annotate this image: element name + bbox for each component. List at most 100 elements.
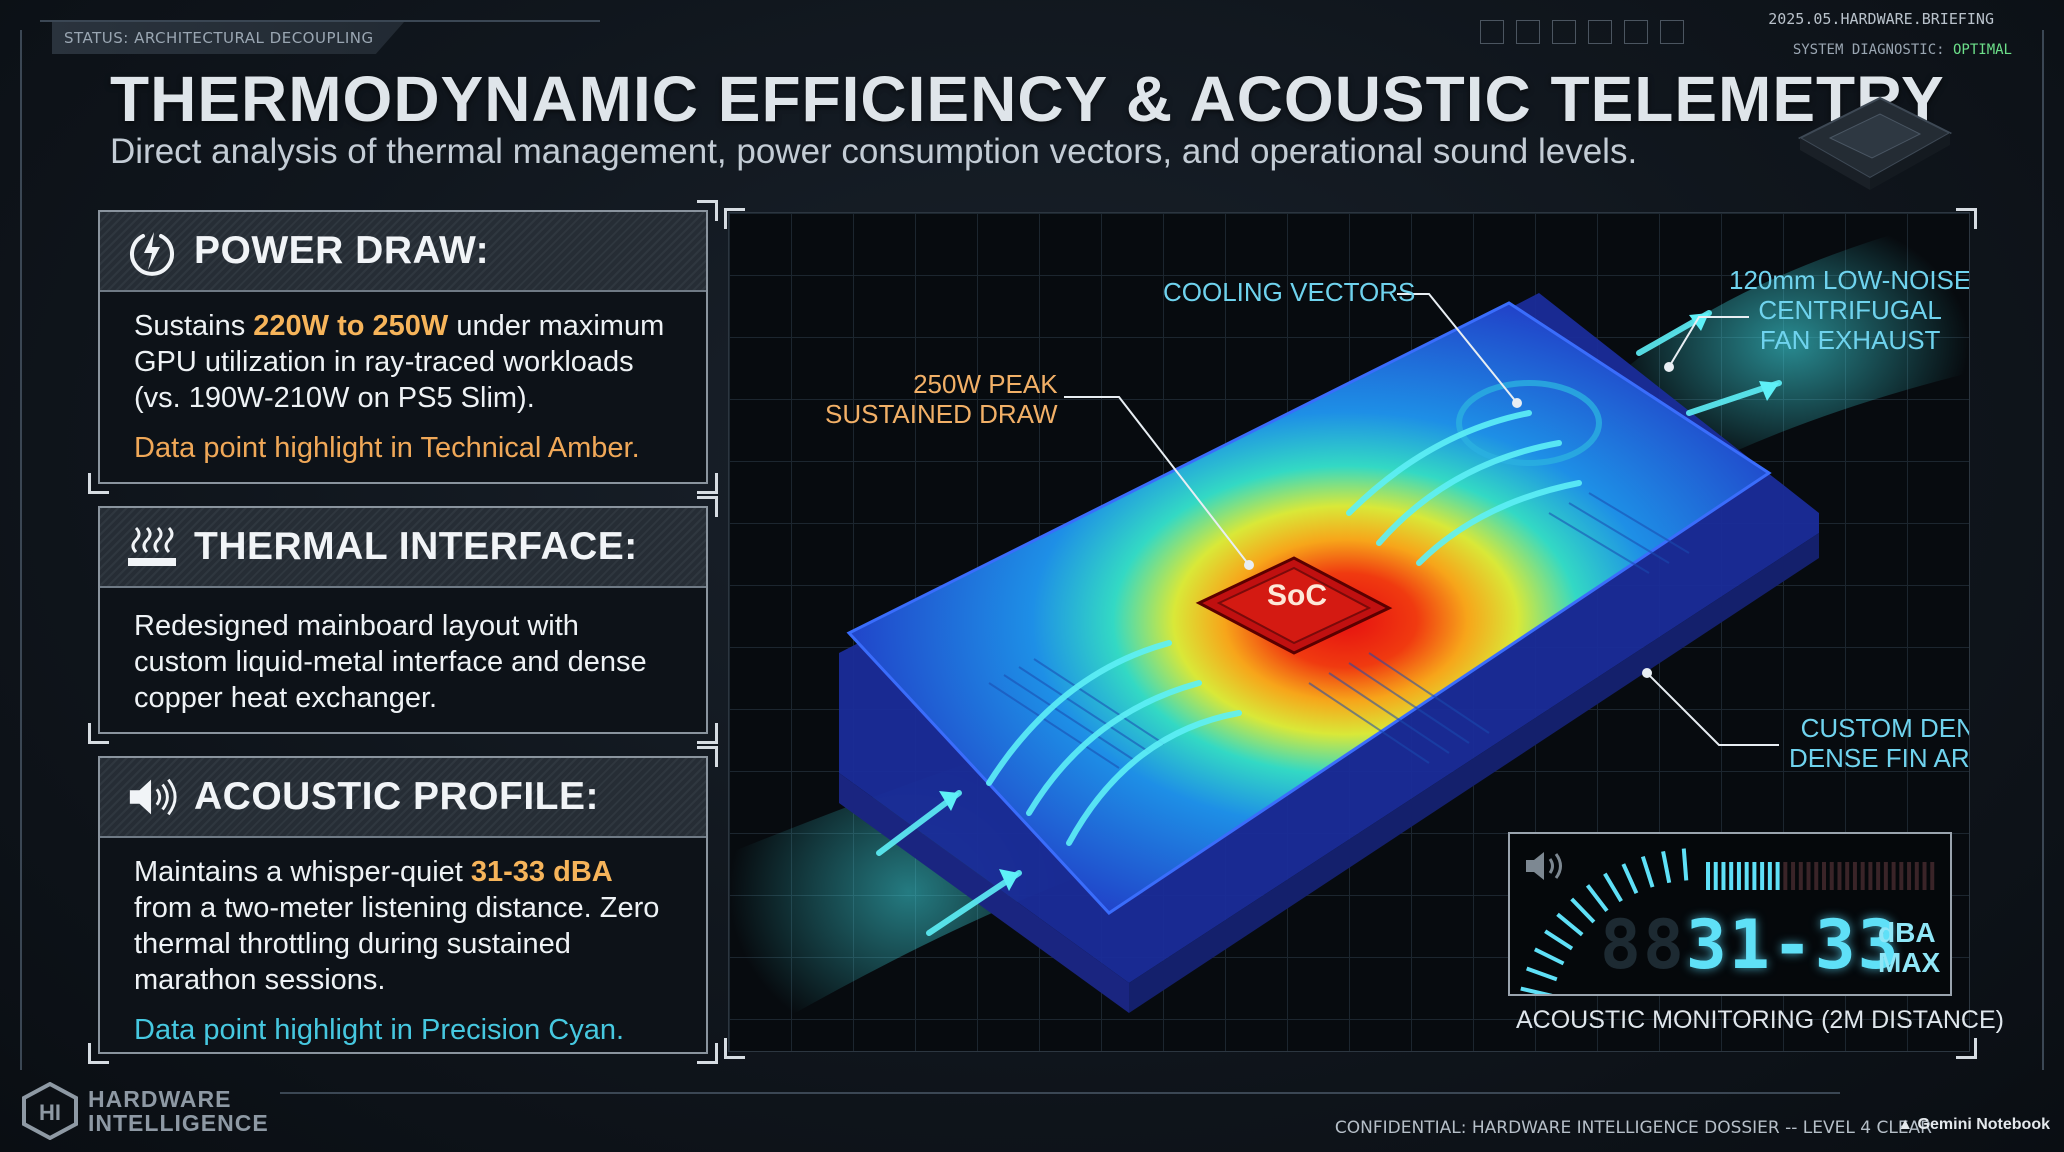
- speaker-icon: [126, 771, 178, 823]
- system-diagnostic: SYSTEM DIAGNOSTIC: OPTIMAL: [1793, 42, 2012, 58]
- meter-segment: [1570, 897, 1596, 924]
- meter-digits: 8831-33: [1600, 906, 1901, 985]
- meter-segment: [1533, 947, 1565, 966]
- frame-top-line: [40, 20, 600, 22]
- chip-graphic-icon: [1797, 96, 1953, 190]
- diagnostic-status: OPTIMAL: [1952, 42, 2012, 58]
- diagram-corner-bl: [724, 1038, 745, 1059]
- meter-segment: [1603, 872, 1623, 903]
- corner-tr: [697, 496, 718, 517]
- acoustic-text-after: from a two-meter listening distance. Zer…: [134, 892, 660, 996]
- meter-unit-max: MAX: [1878, 947, 1941, 978]
- corner-bl: [88, 473, 109, 494]
- diagram-corner-tl: [724, 208, 745, 229]
- logo-hex-icon: HI: [22, 1082, 78, 1140]
- globe-icon[interactable]: [1552, 20, 1576, 44]
- settings-icon[interactable]: [1624, 20, 1648, 44]
- fan-exhaust-line2: CENTRIFUGAL: [1758, 295, 1942, 325]
- document-id: 2025.05.HARDWARE.BRIEFING: [1768, 10, 1994, 28]
- logo-line1: HARDWARE: [88, 1086, 232, 1112]
- meter-segment: [1544, 929, 1574, 951]
- corner-br: [697, 473, 718, 494]
- logo-line2: INTELLIGENCE: [88, 1110, 269, 1136]
- meter-arc-gauge: [1520, 848, 1935, 994]
- fin-array-line1: CUSTOM DENSE: [1800, 713, 1969, 743]
- corner-bl: [88, 1043, 109, 1064]
- power-text-after: under maximum GPU utilization in ray-tra…: [134, 310, 665, 414]
- diagram-corner-tr: [1956, 208, 1977, 229]
- meter-segment: [1585, 884, 1609, 913]
- acoustic-profile-text: Maintains a whisper-quiet 31-33 dBA from…: [134, 854, 672, 998]
- power-bolt-icon: [126, 225, 178, 277]
- chart-icon[interactable]: [1516, 20, 1540, 44]
- fan-exhaust-line3: FAN EXHAUST: [1759, 325, 1941, 355]
- page-title: THERMODYNAMIC EFFICIENCY & ACOUSTIC TELE…: [110, 63, 1945, 135]
- fin-array-callout: CUSTOM DENSE DENSE FIN ARRAY: [1789, 713, 1970, 773]
- power-text-before: Sustains: [134, 310, 254, 342]
- fan-exhaust-line1: 120mm LOW-NOISE: [1729, 265, 1970, 295]
- diagram-corner-br: [1956, 1038, 1977, 1059]
- frame-right-rail: [2042, 30, 2044, 1070]
- toolbar-icons: [1480, 20, 1684, 44]
- meter-segment: [1520, 986, 1553, 994]
- acoustic-profile-note: Data point highlight in Precision Cyan.: [134, 1014, 625, 1046]
- corner-bl: [88, 723, 109, 744]
- logo-text: HARDWARE INTELLIGENCE: [88, 1087, 269, 1135]
- corner-br: [697, 1043, 718, 1064]
- frame-bottom-line: [280, 1092, 1840, 1094]
- acoustic-meter: 8831-33 dBA MAX: [1508, 832, 1952, 996]
- thermal-diagram-panel: SoC COOLING VECTORS 250W PEAK SUSTAINED …: [728, 212, 1970, 1052]
- page-subtitle: Direct analysis of thermal management, p…: [110, 132, 1638, 171]
- meter-segment: [1621, 863, 1639, 895]
- corner-tr: [697, 200, 718, 221]
- power-draw-card: POWER DRAW: Sustains 220W to 250W under …: [88, 200, 718, 494]
- meter-ghost-digits: 88: [1600, 906, 1686, 985]
- fin-array-line2: DENSE FIN ARRAY: [1789, 743, 1970, 773]
- corner-br: [697, 723, 718, 744]
- power-draw-header: POWER DRAW:: [100, 212, 706, 292]
- corner-tr: [697, 746, 718, 767]
- gemini-notebook-brand: ▲ Gemini Notebook: [1897, 1116, 2050, 1133]
- meter-speaker-icon: [1526, 852, 1562, 880]
- acoustic-text-before: Maintains a whisper-quiet: [134, 856, 471, 888]
- soc-label: SoC: [1267, 579, 1327, 612]
- meter-value: 31-33: [1685, 906, 1901, 985]
- power-draw-title: POWER DRAW:: [194, 229, 490, 272]
- brand-text: Gemini Notebook: [1917, 1116, 2050, 1133]
- meter-segment: [1556, 912, 1584, 937]
- frame-left-rail: [20, 30, 22, 1070]
- acoustic-profile-title: ACOUSTIC PROFILE:: [194, 775, 599, 818]
- peak-draw-line2: SUSTAINED DRAW: [825, 399, 1058, 429]
- meter-segment: [1661, 850, 1672, 884]
- alert-icon[interactable]: [1660, 20, 1684, 44]
- meter-unit: dBA MAX: [1878, 918, 1940, 978]
- thermal-interface-header: THERMAL INTERFACE:: [100, 508, 706, 588]
- hardware-intelligence-logo: HI HARDWARE INTELLIGENCE: [22, 1082, 269, 1140]
- thermal-interface-title: THERMAL INTERFACE:: [194, 525, 638, 568]
- acoustic-profile-body: Maintains a whisper-quiet 31-33 dBA from…: [100, 838, 706, 1048]
- diagnostic-label: SYSTEM DIAGNOSTIC:: [1792, 42, 1945, 58]
- fan-exhaust-callout: 120mm LOW-NOISE CENTRIFUGAL FAN EXHAUST: [1729, 265, 1970, 355]
- console-thermal-render: [729, 213, 1969, 1051]
- acoustic-monitoring-label: ACOUSTIC MONITORING (2M DISTANCE): [1516, 1006, 2004, 1034]
- power-draw-text: Sustains 220W to 250W under maximum GPU …: [134, 308, 672, 416]
- home-icon[interactable]: [1480, 20, 1504, 44]
- svg-text:HI: HI: [39, 1100, 61, 1125]
- peak-draw-callout: 250W PEAK SUSTAINED DRAW: [825, 369, 1058, 429]
- monitor-icon[interactable]: [1588, 20, 1612, 44]
- thermal-interface-body: Redesigned mainboard layout with custom …: [134, 610, 647, 714]
- thermal-interface-card: THERMAL INTERFACE: Redesigned mainboard …: [88, 496, 718, 744]
- confidential-footer: CONFIDENTIAL: HARDWARE INTELLIGENCE DOSS…: [1334, 1118, 1932, 1138]
- power-draw-highlight: 220W to 250W: [253, 310, 449, 342]
- acoustic-profile-card: ACOUSTIC PROFILE: Maintains a whisper-qu…: [88, 746, 718, 1064]
- power-draw-note: Data point highlight in Technical Amber.: [134, 432, 640, 464]
- power-draw-body: Sustains 220W to 250W under maximum GPU …: [100, 292, 706, 466]
- status-tab: STATUS: ARCHITECTURAL DECOUPLING ACTIVE: [52, 22, 404, 54]
- meter-segment: [1681, 848, 1689, 881]
- cooling-vectors-callout: COOLING VECTORS: [1163, 277, 1416, 307]
- meter-unit-dba: dBA: [1878, 917, 1936, 948]
- acoustic-highlight: 31-33 dBA: [470, 856, 613, 888]
- heat-icon: [126, 521, 178, 573]
- peak-draw-line1: 250W PEAK: [913, 369, 1058, 399]
- acoustic-profile-header: ACOUSTIC PROFILE:: [100, 758, 706, 838]
